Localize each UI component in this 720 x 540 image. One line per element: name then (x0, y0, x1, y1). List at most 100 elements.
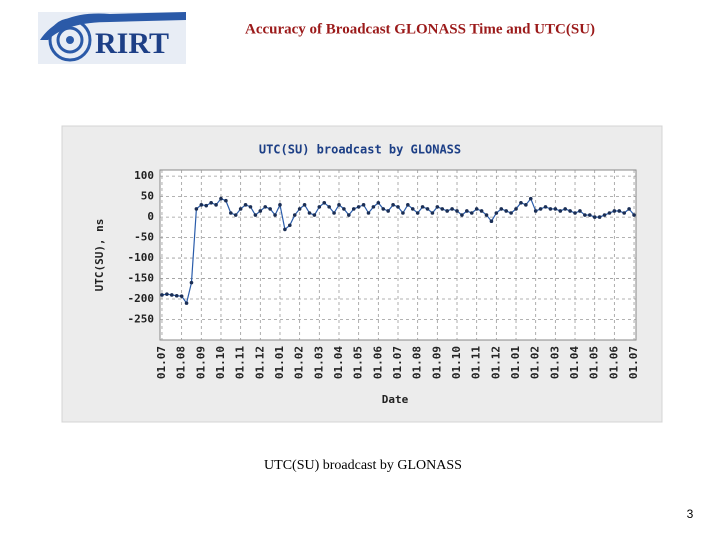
logo: RIRT (38, 12, 186, 64)
data-point (612, 209, 617, 213)
data-point (224, 198, 228, 203)
data-point (479, 209, 484, 213)
data-point (499, 207, 504, 211)
x-tick-label: 01.08 (175, 346, 188, 379)
data-point (425, 207, 430, 211)
data-point (248, 205, 253, 209)
data-point (602, 213, 607, 217)
data-point (160, 293, 164, 297)
data-point (347, 213, 351, 217)
x-tick-label: 01.05 (588, 346, 601, 379)
data-point (322, 200, 327, 205)
y-tick-label: 50 (141, 190, 154, 203)
data-point (253, 213, 258, 217)
data-point (440, 207, 445, 211)
data-point (578, 209, 582, 213)
data-point (356, 205, 361, 209)
data-point (474, 207, 479, 211)
data-point (184, 301, 189, 305)
x-tick-label: 01.07 (627, 346, 640, 379)
data-point (484, 213, 489, 217)
data-point (494, 211, 499, 215)
data-point (587, 213, 592, 217)
x-tick-label: 01.07 (155, 346, 168, 379)
x-tick-label: 01.06 (607, 346, 620, 379)
data-point (312, 213, 317, 217)
y-axis-label: UTC(SU), ns (93, 219, 106, 292)
data-point (391, 203, 395, 207)
data-point (283, 227, 287, 232)
data-point (361, 203, 366, 207)
data-point (233, 213, 238, 217)
data-point (538, 207, 543, 211)
data-point (302, 203, 307, 207)
x-tick-label: 01.07 (391, 346, 404, 379)
data-point (469, 211, 474, 215)
data-point (219, 196, 223, 201)
x-tick-label: 01.04 (568, 346, 581, 379)
data-point (376, 200, 381, 205)
data-point (332, 211, 336, 215)
data-point (238, 207, 243, 211)
data-point (460, 213, 464, 217)
data-point (337, 203, 341, 207)
data-point (396, 205, 400, 209)
data-point (528, 196, 533, 201)
x-axis-label: Date (382, 393, 409, 406)
logo-ring (56, 26, 84, 54)
data-point (592, 215, 597, 219)
y-tick-label: -250 (128, 313, 155, 326)
data-point (455, 209, 459, 213)
x-tick-label: 01.03 (312, 346, 325, 379)
data-point (401, 211, 405, 215)
data-point (243, 203, 248, 207)
x-tick-label: 01.06 (371, 346, 384, 379)
y-tick-label: -50 (134, 231, 154, 244)
data-point (381, 207, 386, 211)
data-point (465, 209, 469, 213)
logo-dot (66, 36, 74, 44)
data-point (410, 207, 415, 211)
data-point (504, 209, 508, 213)
data-point (568, 209, 572, 213)
data-point (406, 203, 410, 207)
data-point (179, 294, 184, 298)
data-point (597, 215, 602, 219)
data-point (548, 207, 553, 211)
x-tick-label: 01.11 (470, 346, 483, 379)
data-point (342, 207, 346, 211)
data-point (371, 205, 376, 209)
logo-stripe (40, 12, 186, 40)
data-point (415, 211, 420, 215)
data-point (543, 205, 548, 209)
data-point (174, 293, 179, 298)
x-tick-label: 01.10 (214, 346, 227, 379)
data-point (292, 213, 297, 217)
data-point (209, 200, 213, 205)
data-point (509, 211, 513, 215)
data-point (622, 211, 626, 215)
x-tick-label: 01.09 (194, 346, 207, 379)
data-point (627, 207, 631, 211)
data-point (366, 211, 371, 215)
data-point (297, 207, 302, 211)
data-point (268, 207, 272, 211)
x-tick-label: 01.12 (253, 346, 266, 379)
data-point (420, 205, 425, 209)
data-point (553, 207, 558, 211)
x-tick-label: 01.04 (332, 346, 345, 379)
data-point (273, 213, 277, 217)
data-point (435, 205, 440, 209)
logo-ring (48, 18, 92, 62)
slide-title: Accuracy of Broadcast GLONASS Time and U… (245, 21, 595, 37)
x-tick-label: 01.08 (411, 346, 424, 379)
x-tick-label: 01.01 (509, 346, 522, 379)
data-point (430, 211, 435, 215)
data-point (317, 205, 322, 209)
data-point (607, 211, 612, 215)
data-point (199, 203, 204, 207)
data-point (165, 292, 169, 296)
x-tick-label: 01.09 (430, 346, 443, 379)
